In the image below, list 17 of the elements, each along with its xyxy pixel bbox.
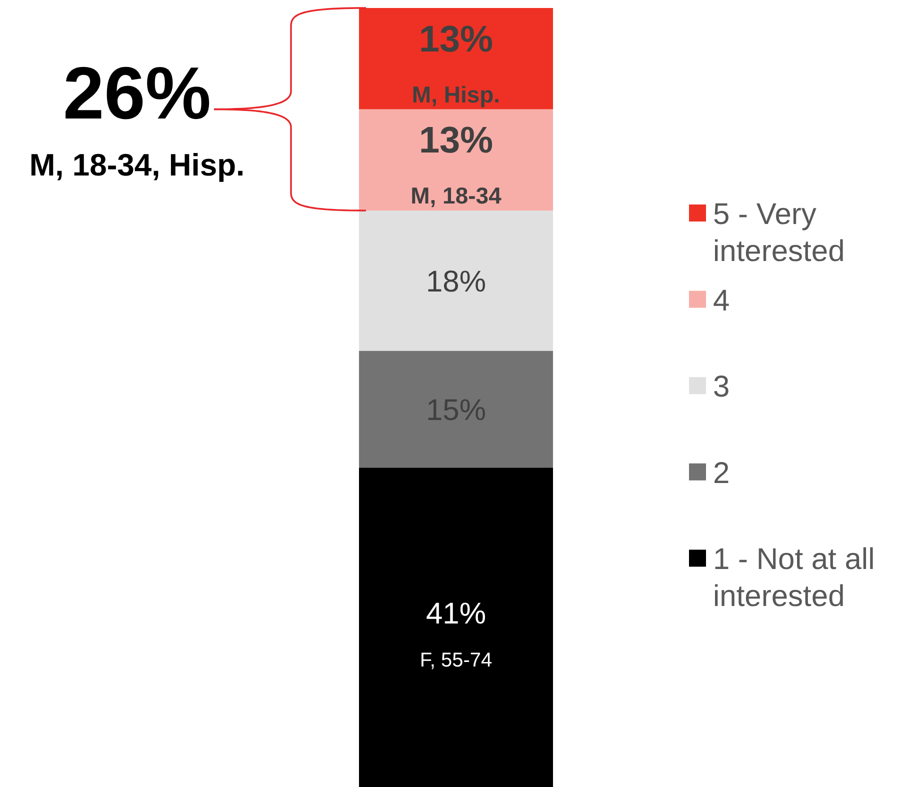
text: 26% [62, 51, 212, 134]
legend-label: 1 - Not at all interested [713, 543, 875, 614]
bar [359, 350, 553, 468]
data-label: 13% [418, 18, 494, 60]
annotation: M, 18-34 [410, 182, 502, 209]
legend-label: 4 [713, 284, 730, 318]
bar [359, 210, 553, 351]
annotation: F, 55-74 [420, 649, 492, 672]
data-label: 13% [418, 120, 494, 161]
legend-label: 3 [713, 370, 730, 404]
legend-label: 2 [713, 456, 730, 490]
data-label: 41% [426, 597, 486, 630]
annotation: M, Hisp. [412, 81, 500, 108]
data-label: 18% [426, 265, 486, 298]
legend-label: 5 - Very interested [713, 198, 845, 268]
bar [359, 468, 553, 787]
text: M, 18-34, Hisp. [29, 147, 245, 182]
